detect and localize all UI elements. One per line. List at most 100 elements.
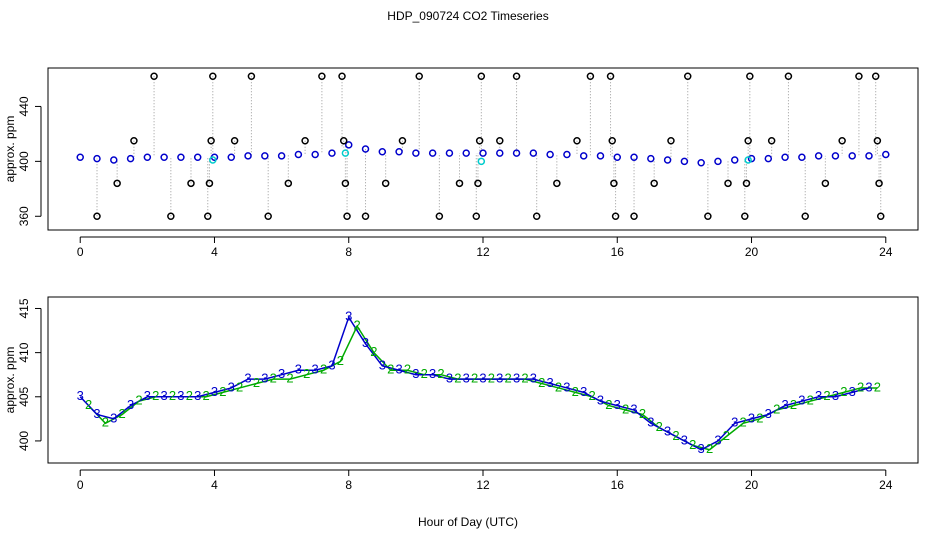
data-point [611,212,620,221]
y-tick-label: 400 [17,151,31,171]
data-point [193,153,202,161]
data-point: 2 [286,371,293,386]
data-point [714,157,722,166]
data-point: 2 [740,415,747,430]
data-point [361,145,370,153]
data-point: 3 [647,415,654,430]
y-tick-label: 440 [17,96,31,116]
x-tick-label: 20 [745,245,759,259]
data-point [187,179,195,188]
data-point: 2 [354,318,361,333]
data-point [650,179,658,188]
data-point [209,72,217,80]
data-point [294,150,303,159]
data-point [160,153,168,161]
data-point [730,156,739,164]
x-axis-label: Hour of Day (UTC) [418,515,518,529]
data-point: 2 [119,406,126,421]
data-point [318,72,326,80]
data-point: 3 [77,388,84,403]
data-point [532,212,541,221]
data-point: 3 [412,366,419,381]
data-point: 2 [437,366,444,381]
data-point [398,137,407,145]
data-point: 2 [370,344,377,359]
chart-title: HDP_090724 CO2 Timeseries [387,9,548,23]
data-point [744,137,752,145]
data-point [704,212,712,221]
data-point [378,147,387,156]
data-point: 2 [756,410,763,425]
data-point [882,150,890,159]
data-point: 3 [161,388,168,403]
data-point [680,157,689,166]
data-point: 3 [211,384,218,399]
data-point: 2 [840,384,847,399]
data-point: 3 [395,362,402,377]
data-point: 3 [345,309,352,324]
data-point: 2 [471,371,478,386]
data-point [209,156,217,164]
x-tick-label: 12 [476,245,490,259]
data-point: 2 [505,371,512,386]
data-point: 3 [463,371,470,386]
data-point: 3 [312,362,319,377]
data-point [113,179,121,188]
data-point: 2 [538,375,545,390]
y-tick-label: 405 [17,386,31,406]
data-point: 2 [656,419,663,434]
data-point [227,153,236,161]
data-point [801,212,809,221]
data-point [343,212,351,221]
data-point [244,152,252,160]
data-point [177,153,185,161]
data-point: 3 [815,388,822,403]
data-point [784,72,793,80]
data-point: 2 [689,437,696,452]
data-point [204,212,212,221]
data-point: 2 [823,388,830,403]
data-point: 2 [320,362,327,377]
data-point [563,150,571,159]
x-tick-label: 24 [879,478,893,492]
data-point: 3 [93,406,100,421]
data-point [663,156,672,164]
data-point [475,137,484,145]
data-point: 3 [849,384,856,399]
data-point: 2 [555,379,562,394]
data-point [205,179,214,188]
data-point [630,212,638,221]
data-point [479,149,487,157]
data-point: 2 [588,388,595,403]
data-point [496,137,504,145]
data-point: 3 [496,371,503,386]
data-point: 2 [857,379,864,394]
data-point: 3 [362,335,369,350]
data-point [512,149,521,157]
x-tick-label: 4 [211,245,218,259]
data-point [764,154,773,163]
y-tick-label: 410 [17,342,31,362]
data-point [529,149,538,157]
x-tick-label: 24 [879,245,893,259]
data-point: 3 [379,357,386,372]
data-point [608,137,616,145]
data-point: 3 [530,371,537,386]
data-point: 3 [597,393,604,408]
data-point: 2 [303,366,310,381]
data-point: 3 [328,357,335,372]
data-point [150,72,158,80]
data-point [630,153,638,161]
data-point [445,149,454,157]
data-point: 2 [169,388,176,403]
data-point: 3 [177,388,184,403]
data-point: 2 [807,393,814,408]
data-point [831,152,840,160]
data-point: 2 [622,401,629,416]
data-point: 2 [521,371,528,386]
data-point: 2 [874,379,881,394]
data-point [264,212,272,221]
data-point: 2 [236,379,243,394]
data-point: 3 [781,397,788,412]
